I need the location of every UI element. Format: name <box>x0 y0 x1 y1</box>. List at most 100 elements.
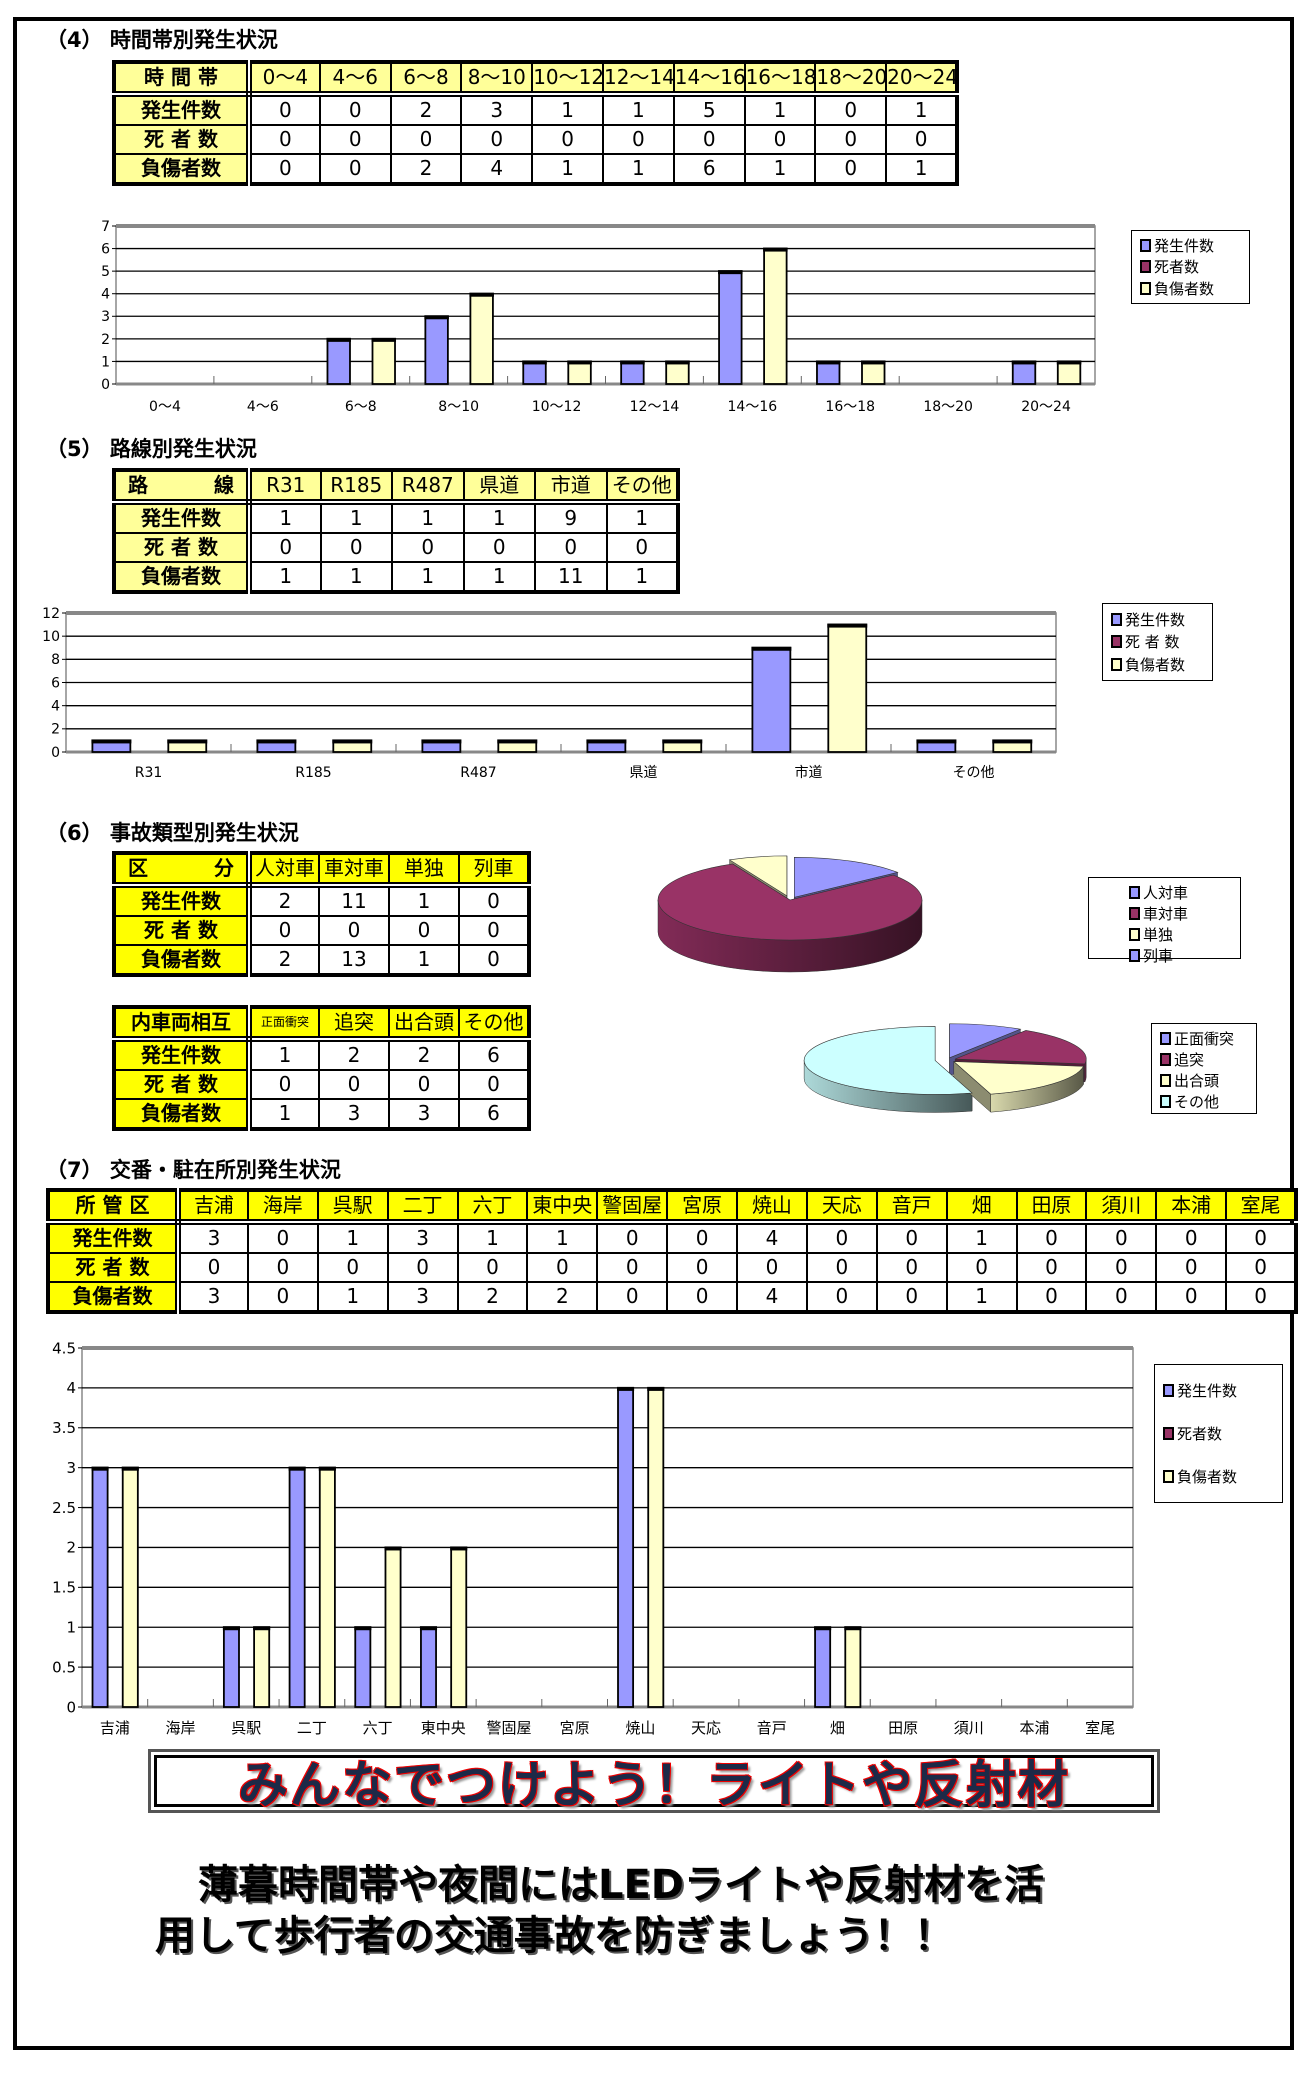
table-cell: 0 <box>534 532 608 563</box>
table-cell: 1 <box>319 561 393 593</box>
x-tick-label: R487 <box>460 765 496 781</box>
x-tick-label: 10～12 <box>532 399 582 415</box>
column-header: 天応 <box>805 1189 878 1225</box>
legend-item: 正面衝突 <box>1160 1028 1248 1049</box>
legend-label: 列車 <box>1143 947 1174 965</box>
table-cell: 0 <box>248 93 321 126</box>
pie-slice-3 <box>728 855 788 897</box>
table-cell: 1 <box>945 1281 1018 1313</box>
table-cell: 0 <box>389 124 463 155</box>
bar <box>371 337 396 385</box>
legend-swatch <box>1163 1427 1174 1440</box>
table-cell: 1 <box>743 93 817 126</box>
page-frame <box>13 17 1294 2050</box>
table-cell: 0 <box>805 1281 878 1313</box>
table-cell: 0 <box>814 93 888 126</box>
row-label: 死 者 数 <box>113 1069 252 1100</box>
column-header: 警固屋 <box>596 1189 669 1225</box>
y-tick-label: 7 <box>101 219 110 235</box>
table-cell: 1 <box>531 153 604 185</box>
y-tick-label: 4 <box>66 1379 76 1397</box>
table-cell: 0 <box>388 915 460 946</box>
bar <box>718 270 743 385</box>
bar <box>288 1466 306 1708</box>
legend-swatch <box>1111 658 1122 672</box>
table-cell: 3 <box>386 1221 459 1254</box>
x-tick-label: 音戸 <box>757 1719 787 1737</box>
table-cell: 0 <box>391 532 465 563</box>
table-cell: 0 <box>805 1221 878 1254</box>
bar-cap <box>91 1466 109 1471</box>
vehicle-mutual-legend: 正面衝突 追突 出合頭 その他 <box>1151 1023 1257 1114</box>
column-header: 県道 <box>462 469 536 505</box>
table-cell: 0 <box>596 1281 669 1313</box>
table-row: 発生件数 0 0 2 3 1 1 5 1 0 1 <box>113 93 958 126</box>
legend-label: 発生件数 <box>1177 1382 1238 1400</box>
legend-item: 負傷者数 <box>1163 1466 1274 1487</box>
table-row: 負傷者数 1 1 1 1 11 1 <box>113 561 679 593</box>
table-cell: 0 <box>605 532 679 563</box>
column-header: 6～8 <box>389 61 463 97</box>
y-tick-label: 6 <box>101 241 110 257</box>
column-header: 18～20 <box>814 61 888 97</box>
table-cell: 1 <box>743 153 817 185</box>
legend-label: 正面衝突 <box>1174 1030 1235 1048</box>
column-header: 0～4 <box>248 61 321 97</box>
bar <box>121 1466 139 1708</box>
y-tick-label: 0 <box>101 377 110 393</box>
table-cell: 0 <box>458 915 530 946</box>
table-cell: 3 <box>460 93 534 126</box>
table-cell: 3 <box>388 1098 460 1130</box>
table-cell: 1 <box>462 501 536 534</box>
y-tick-label: 0 <box>66 1698 76 1716</box>
column-header: 人対車 <box>248 852 320 888</box>
bar-cap <box>718 270 743 275</box>
bar <box>424 315 449 385</box>
x-tick-label: その他 <box>953 765 995 781</box>
legend-item: 死者数 <box>1163 1423 1274 1444</box>
bar-cap <box>827 623 868 628</box>
bar-cap <box>256 739 297 744</box>
bar-cap <box>450 1546 468 1551</box>
bar-cap <box>522 360 547 365</box>
table-cell: 1 <box>319 501 393 534</box>
bar <box>1011 360 1037 385</box>
section-title-station: （7） 交番・駐在所別発生状況 <box>46 1158 341 1182</box>
legend-label: 人対車 <box>1143 884 1189 902</box>
x-tick-label: 畑 <box>830 1719 845 1737</box>
table-cell: 0 <box>318 1069 390 1100</box>
table-cell: 2 <box>456 1281 529 1313</box>
x-tick-label: 20～24 <box>1021 399 1071 415</box>
column-header: 本浦 <box>1155 1189 1228 1225</box>
table-cell: 0 <box>456 1252 529 1283</box>
column-header: 室尾 <box>1225 1189 1297 1225</box>
bar <box>861 360 886 385</box>
table-cell: 1 <box>885 93 958 126</box>
bar <box>253 1626 271 1708</box>
bar-cap <box>253 1626 271 1631</box>
y-tick-label: 1 <box>66 1618 76 1636</box>
table-cell: 0 <box>386 1252 459 1283</box>
legend-label: 死者数 <box>1177 1425 1223 1443</box>
bar-cap <box>318 1466 336 1471</box>
column-header: 出合頭 <box>388 1006 460 1042</box>
x-tick-label: 6～8 <box>345 399 377 415</box>
time-bar-chart: 0 1 2 3 4 5 6 7 0～4 4～6 6～8 8～10 10～12 12～14 14～16 16～1… <box>101 219 1096 415</box>
x-tick-label: 二丁 <box>297 1719 327 1737</box>
y-tick-label: 2 <box>101 332 110 348</box>
legend-swatch <box>1129 907 1140 920</box>
table-cell: 0 <box>316 1252 389 1283</box>
y-tick-label: 8 <box>51 652 60 668</box>
table-header-row: 区 分人対車 車対車 単独 列車 <box>113 852 530 888</box>
bar-cap <box>419 1626 438 1631</box>
pie-slice-1 <box>794 856 899 898</box>
legend-item: 出合頭 <box>1160 1070 1248 1091</box>
column-header: 東中央 <box>526 1189 599 1225</box>
column-header: 須川 <box>1085 1189 1158 1225</box>
bar <box>318 1466 336 1708</box>
bar-cap <box>121 1466 139 1471</box>
table-header-row: 時 間 帯 0～4 4～6 6～8 8～10 10～12 12～14 14～16 16～18 18… <box>113 61 958 97</box>
row-label: 負傷者数 <box>113 561 252 593</box>
